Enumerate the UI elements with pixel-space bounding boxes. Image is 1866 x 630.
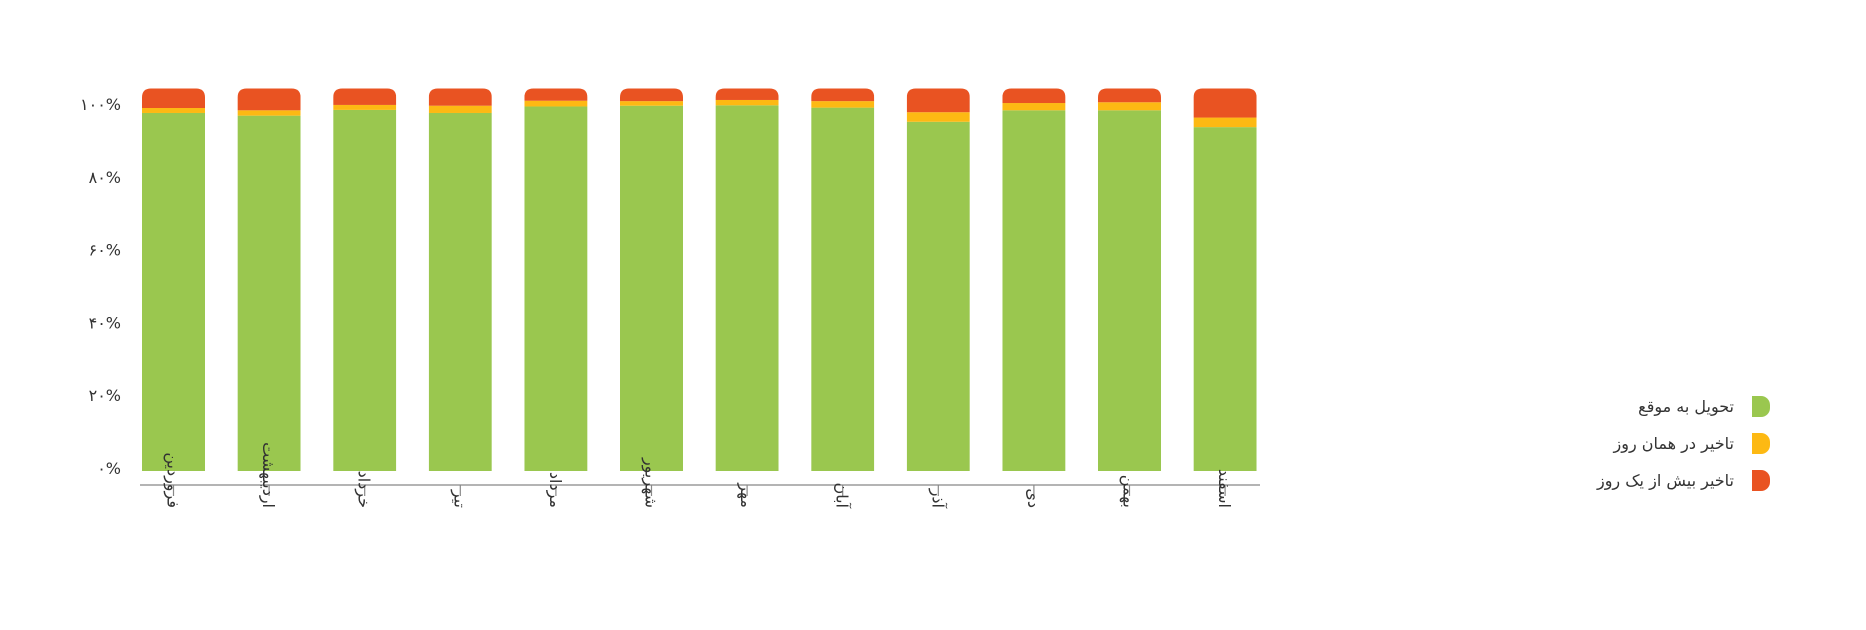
bar-segment <box>811 101 875 108</box>
bar-segment <box>237 110 301 116</box>
bar-segment <box>142 108 205 113</box>
bar-segment <box>715 105 779 471</box>
x-tick-label: مهر <box>736 482 756 508</box>
x-tick-label: اردیبهشت <box>258 442 278 508</box>
y-tick-label: ۴۰% <box>89 313 121 332</box>
y-tick-label: ۲۰% <box>89 386 121 405</box>
x-tick-label: آذر <box>927 488 947 510</box>
x-tick-label: خرداد <box>354 471 374 508</box>
legend: تحویل به موقع تاخیر در همان روز تاخیر بی… <box>1560 388 1770 499</box>
bar-segment <box>142 112 205 471</box>
y-tick-label: ۶۰% <box>89 241 121 260</box>
x-tick-label: مرداد <box>545 472 565 508</box>
bar-segment <box>1193 127 1257 471</box>
bar-segment <box>1193 88 1257 118</box>
bar-segment <box>906 88 970 113</box>
legend-item-over-one-day-delay: تاخیر بیش از یک روز <box>1560 462 1770 499</box>
bar-segment <box>142 88 205 109</box>
legend-swatch <box>1752 433 1770 454</box>
bar-segment <box>620 105 683 471</box>
bar-segment <box>237 88 301 111</box>
legend-label: تحویل به موقع <box>1638 397 1734 416</box>
x-tick-label: دی <box>1024 488 1043 508</box>
bar-segment <box>1002 88 1066 104</box>
bar-segment <box>620 101 683 106</box>
bar-segment <box>428 88 492 106</box>
y-tick-label: ۰% <box>97 459 121 478</box>
bar-segment <box>524 88 588 101</box>
bar-segment <box>715 99 779 106</box>
x-tick-label: تیر <box>449 489 469 508</box>
bar-segment <box>237 115 301 471</box>
bar-segment <box>811 107 875 471</box>
bar-segment <box>906 112 970 122</box>
legend-label: تاخیر در همان روز <box>1613 434 1734 453</box>
y-tick-label: ۱۰۰% <box>80 95 121 114</box>
bar-segment <box>428 112 492 471</box>
legend-item-same-day-delay: تاخیر در همان روز <box>1560 425 1770 462</box>
bar-segment <box>811 88 875 102</box>
bar-segment <box>1193 117 1257 128</box>
legend-swatch <box>1752 396 1770 417</box>
bar-segment <box>333 88 397 105</box>
bar-segment <box>1002 103 1066 111</box>
bar-segment <box>1098 88 1161 103</box>
bar-segment <box>428 105 492 113</box>
bar-segment <box>333 104 397 110</box>
legend-label: تاخیر بیش از یک روز <box>1596 471 1734 490</box>
x-tick-label: آبان <box>833 482 852 509</box>
x-tick-label: بهمن <box>1119 475 1139 508</box>
bar-segment <box>524 100 588 107</box>
x-tick-label: فروردین <box>163 452 183 508</box>
x-tick-label: اسفند <box>1215 469 1234 508</box>
bar-segment <box>1098 102 1161 111</box>
x-tick-label: شهریور <box>641 457 661 508</box>
bar-segment <box>333 109 397 471</box>
bar-segment <box>1098 110 1161 471</box>
legend-item-on-time: تحویل به موقع <box>1560 388 1770 425</box>
bar-segment <box>1002 110 1066 471</box>
legend-swatch <box>1752 470 1770 491</box>
y-tick-label: ۸۰% <box>89 168 121 187</box>
bar-segment <box>620 88 683 102</box>
bar-segment <box>906 121 970 471</box>
bar-segment <box>715 88 779 100</box>
bar-segment <box>524 106 588 471</box>
